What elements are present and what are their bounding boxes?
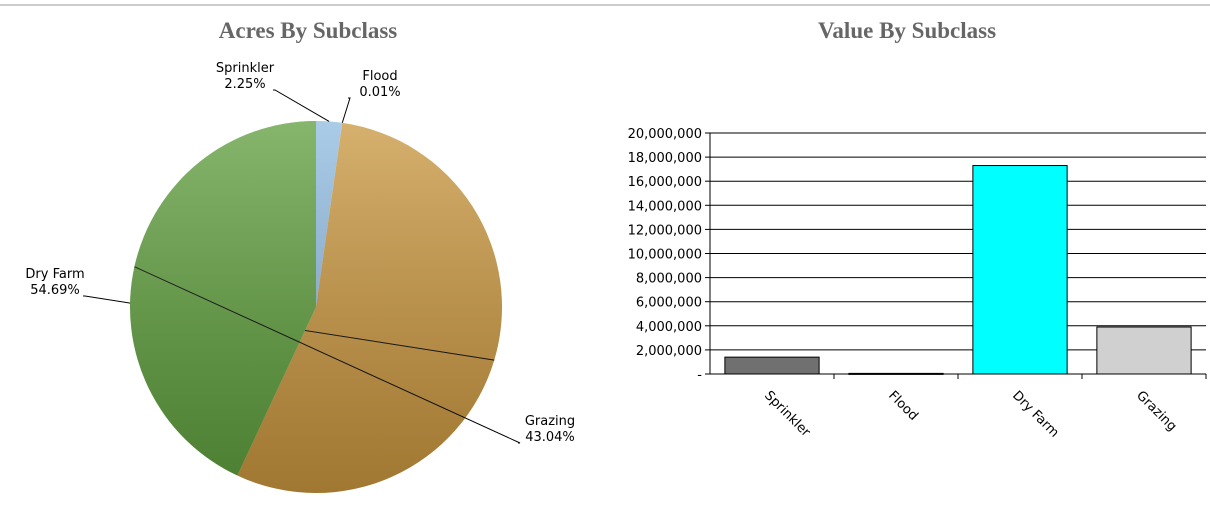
slice-label: Sprinkler [216, 61, 275, 76]
y-tick-label: 14,000,000 [628, 199, 702, 214]
bar [1097, 327, 1191, 374]
slice-value-label: 43.04% [525, 430, 575, 445]
bar [973, 166, 1067, 374]
slice-value-label: 2.25% [224, 77, 265, 92]
chart-title: Acres By Subclass [219, 18, 398, 43]
y-tick-label: 20,000,000 [628, 127, 702, 142]
slice-label: Dry Farm [25, 267, 84, 282]
y-tick-label: 16,000,000 [628, 175, 702, 190]
x-tick-label: Flood [885, 388, 921, 424]
x-tick-label: Dry Farm [1009, 388, 1061, 440]
bar [725, 357, 819, 374]
y-tick-label: - [697, 368, 702, 383]
x-tick-label: Sprinkler [761, 388, 813, 440]
y-tick-label: 4,000,000 [636, 320, 702, 335]
y-tick-label: 10,000,000 [628, 248, 702, 263]
y-tick-label: 18,000,000 [628, 151, 702, 166]
bar [849, 373, 943, 374]
slice-label: Grazing [525, 414, 575, 429]
y-tick-label: 6,000,000 [636, 296, 702, 311]
leader-line [273, 90, 329, 121]
page: Acres By Subclass Value By Subclass Spri… [0, 0, 1210, 519]
leader-line [342, 98, 350, 123]
chart-title: Value By Subclass [818, 18, 996, 43]
y-tick-label: 2,000,000 [636, 344, 702, 359]
slice-label: Flood [362, 69, 397, 84]
x-tick-label: Grazing [1133, 388, 1179, 434]
y-tick-label: 12,000,000 [628, 223, 702, 238]
y-tick-label: 8,000,000 [636, 272, 702, 287]
slice-value-label: 54.69% [30, 283, 80, 298]
charts: Acres By Subclass Value By Subclass Spri… [0, 0, 1210, 519]
slice-value-label: 0.01% [359, 85, 400, 100]
